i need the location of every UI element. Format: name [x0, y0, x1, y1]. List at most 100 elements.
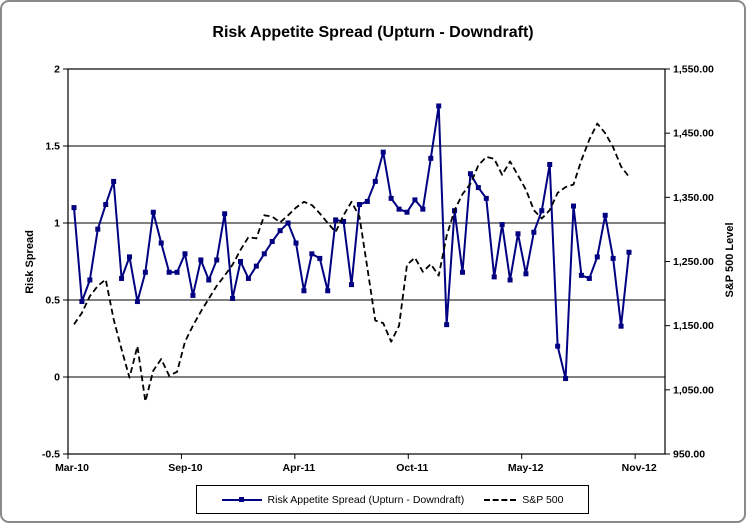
- risk-spread-point-marker: [253, 263, 259, 269]
- legend-item-sp500: S&P 500: [484, 494, 563, 506]
- risk-spread-point-marker: [142, 269, 148, 275]
- risk-spread-point-marker: [333, 217, 339, 223]
- risk-spread-point-marker: [380, 149, 386, 155]
- left-axis-tick-label: 2: [54, 64, 60, 76]
- risk-spread-point-marker: [626, 249, 632, 255]
- risk-spread-point-marker: [261, 251, 267, 257]
- risk-spread-point-marker: [404, 209, 410, 215]
- risk-spread-point-marker: [467, 171, 473, 177]
- x-axis-tick-label: Sep-10: [168, 462, 203, 474]
- right-axis-tick-label: 1,550.00: [673, 64, 714, 76]
- risk-spread-point-marker: [396, 206, 402, 212]
- risk-spread-point-marker: [158, 240, 164, 246]
- risk-spread-point-marker: [87, 277, 93, 283]
- risk-spread-point-marker: [309, 251, 315, 257]
- risk-spread-point-marker: [428, 155, 434, 161]
- risk-spread-point-marker: [214, 257, 220, 263]
- right-axis-tick-label: 1,150.00: [673, 320, 714, 332]
- sp500-line-sample: [484, 498, 517, 501]
- left-axis-ticks: 2 1.5 1 0.5 0 -0.5: [42, 64, 68, 461]
- chart-title: Risk Appetite Spread (Upturn - Downdraft…: [212, 24, 534, 41]
- risk-spread-point-marker: [341, 218, 347, 224]
- risk-spread-point-marker: [475, 185, 481, 191]
- risk-spread-point-marker: [523, 271, 529, 277]
- risk-spread-point-marker: [507, 277, 513, 283]
- risk-spread-point-marker: [182, 251, 188, 257]
- risk-spread-point-marker: [531, 229, 537, 235]
- risk-spread-point-marker: [356, 202, 362, 208]
- risk-spread-point-marker: [190, 292, 196, 298]
- risk-spread-point-marker: [134, 299, 140, 305]
- risk-spread-point-marker: [206, 277, 212, 283]
- left-axis-tick-label: 1.5: [45, 141, 60, 153]
- risk-spread-point-marker: [269, 238, 275, 244]
- risk-spread-point-marker: [301, 288, 307, 294]
- risk-spread-point-marker: [79, 299, 85, 305]
- risk-spread-point-marker: [95, 226, 101, 232]
- left-axis-tick-label: -0.5: [42, 449, 60, 461]
- risk-spread-point-marker: [460, 269, 465, 275]
- right-axis-tick-label: 1,350.00: [673, 192, 714, 204]
- x-axis-tick-label: May-12: [508, 462, 544, 474]
- risk-spread-point-marker: [594, 254, 600, 260]
- risk-spread-point-marker: [364, 198, 370, 204]
- risk-spread-point-marker: [444, 322, 450, 328]
- risk-spread-point-marker: [412, 197, 418, 203]
- risk-spread-point-marker: [198, 257, 204, 263]
- risk-spread-point-marker: [491, 274, 497, 280]
- x-axis-tick-label: Oct-11: [396, 462, 428, 474]
- risk-spread-point-marker: [555, 343, 561, 349]
- risk-spread-point-marker: [563, 376, 569, 382]
- left-axis-tick-label: 0: [54, 372, 60, 384]
- x-axis-tick-label: Nov-12: [622, 462, 657, 474]
- risk-spread-point-marker: [372, 178, 378, 184]
- risk-spread-point-marker: [119, 275, 125, 281]
- risk-spread-point-marker: [150, 209, 156, 215]
- risk-spread-point-marker: [499, 222, 505, 228]
- risk-spread-point-marker: [166, 269, 172, 275]
- risk-spread-point-marker: [111, 178, 117, 184]
- x-axis-tick-label: Mar-10: [55, 462, 89, 474]
- sp500-series: [73, 122, 630, 403]
- square-marker-icon: [238, 497, 244, 502]
- risk-spread-point-marker: [578, 272, 584, 278]
- risk-spread-point-marker: [285, 220, 291, 226]
- risk-spread-point-marker: [586, 275, 592, 281]
- x-axis-ticks: Mar-10 Sep-10 Apr-11 Oct-11 May-12 Nov-12: [55, 454, 657, 474]
- risk-spread-point-marker: [174, 269, 180, 275]
- risk-spread-point-marker: [103, 202, 109, 208]
- right-axis-ticks: 1,550.00 1,450.00 1,350.00 1,250.00 1,150.00…: [665, 64, 714, 461]
- risk-spread-point-marker: [349, 282, 354, 288]
- risk-spread-point-marker: [547, 161, 553, 167]
- risk-spread-point-marker: [127, 254, 132, 260]
- risk-spread-point-marker: [610, 255, 616, 261]
- risk-spread-point-marker: [245, 275, 251, 281]
- risk-spread-point-marker: [602, 212, 608, 218]
- risk-spread-point-marker: [420, 206, 426, 212]
- left-axis-tick-label: 0.5: [45, 295, 60, 307]
- risk-spread-point-marker: [571, 203, 576, 209]
- right-axis-tick-label: 1,450.00: [673, 128, 714, 140]
- risk-spread-point-marker: [515, 231, 521, 237]
- risk-spread-point-marker: [230, 295, 236, 301]
- legend-label-risk-spread: Risk Appetite Spread (Upturn - Downdraft…: [267, 493, 465, 506]
- risk-spread-point-marker: [293, 240, 299, 246]
- risk-spread-point-marker: [238, 259, 243, 264]
- risk-spread-series: [71, 103, 632, 382]
- risk-spread-point-marker: [277, 228, 283, 234]
- risk-spread-point-marker: [388, 195, 394, 201]
- risk-spread-point-marker: [222, 211, 228, 217]
- risk-spread-point-marker: [618, 323, 624, 329]
- risk-spread-point-marker: [325, 288, 331, 294]
- risk-spread-point-marker: [483, 195, 489, 201]
- right-axis-tick-label: 1,250.00: [673, 256, 714, 268]
- risk-spread-point-marker: [71, 205, 77, 211]
- legend-item-risk-spread: Risk Appetite Spread (Upturn - Downdraft…: [221, 493, 465, 506]
- legend: Risk Appetite Spread (Upturn - Downdraft…: [196, 485, 589, 514]
- risk-spread-point-marker: [539, 208, 545, 214]
- left-axis-tick-label: 1: [54, 218, 60, 230]
- legend-label-sp500: S&P 500: [522, 493, 564, 506]
- risk-spread-line-sample: [221, 497, 262, 502]
